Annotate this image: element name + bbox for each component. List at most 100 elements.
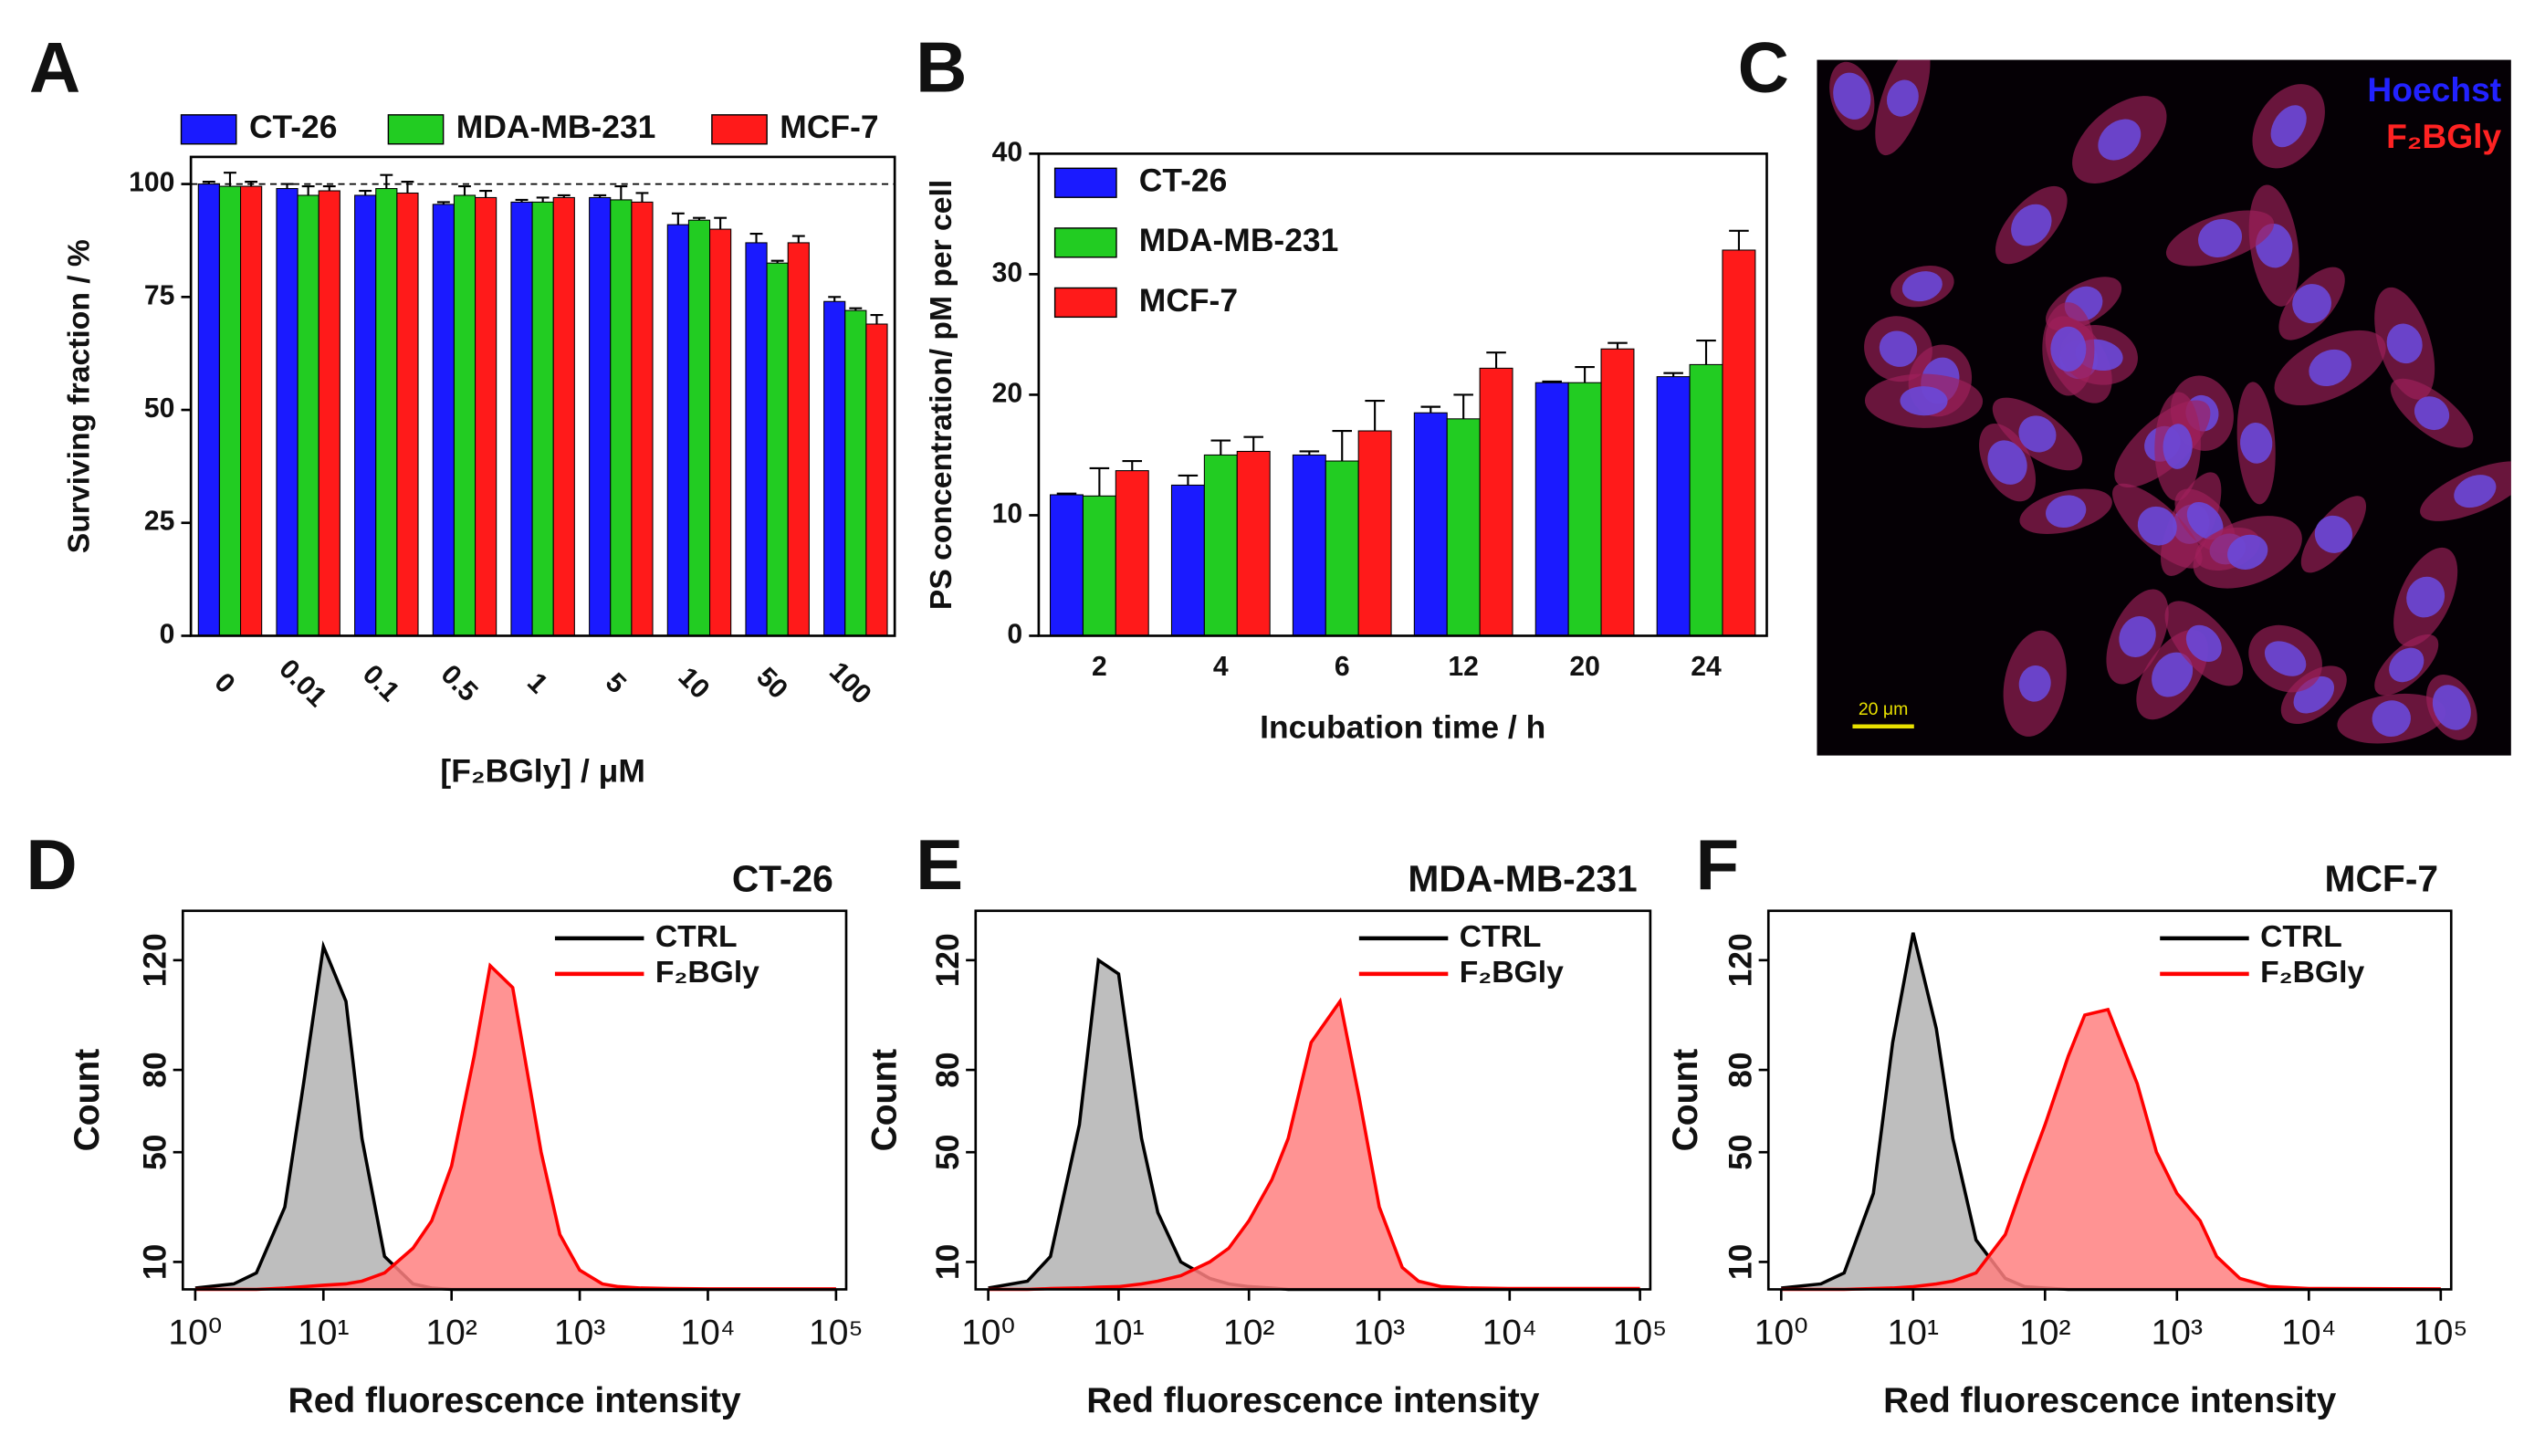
y-tick-label: 120 <box>136 933 173 987</box>
error-bar <box>1729 229 1749 250</box>
bar <box>240 185 263 637</box>
legend-label: MCF-7 <box>780 109 878 145</box>
bar <box>589 196 612 637</box>
nucleus <box>1900 386 1948 416</box>
y-tick-label: 10 <box>136 1244 173 1280</box>
x-axis-label: Red fluorescence intensity <box>288 1381 741 1420</box>
x-tick-label: 10⁵ <box>2414 1313 2468 1352</box>
x-tick-label: 10² <box>2019 1313 2070 1352</box>
error-bar <box>593 194 607 198</box>
y-axis-label: Surviving fraction / % <box>63 239 97 553</box>
error-bar <box>693 216 706 221</box>
nucleus <box>2198 218 2243 257</box>
y-axis-label: Count <box>68 1049 107 1152</box>
nucleus <box>1901 271 1943 302</box>
legend-swatch <box>711 114 768 145</box>
legend-label: CTRL <box>655 920 738 954</box>
legend-swatch <box>1053 287 1117 319</box>
x-tick-label: 0.1 <box>357 659 405 707</box>
y-tick-label: 0 <box>1007 619 1022 649</box>
legend-label: MDA-MB-231 <box>456 109 656 145</box>
x-tick-label: 10⁵ <box>1613 1313 1668 1352</box>
nucleus <box>2264 641 2307 676</box>
x-axis-label: Red fluorescence intensity <box>1086 1381 1539 1420</box>
x-tick-label: 10⁴ <box>1482 1313 1537 1352</box>
y-tick-label: 100 <box>129 168 174 198</box>
legend-label: MCF-7 <box>1139 282 1238 319</box>
bar <box>1325 460 1359 637</box>
legend-swatch <box>387 114 445 145</box>
y-tick-label: 10 <box>992 498 1023 529</box>
bar <box>1203 454 1238 637</box>
y-tick-label: 10 <box>1722 1244 1758 1280</box>
x-tick-label: 10¹ <box>1093 1313 1144 1352</box>
nucleus <box>2050 326 2087 372</box>
error-bar <box>1178 474 1199 486</box>
error-bar <box>770 259 784 264</box>
x-tick-label: 4 <box>1213 652 1229 682</box>
error-bar <box>849 307 863 311</box>
panel-label: F <box>1696 824 1740 905</box>
legend-label: MDA-MB-231 <box>1139 222 1339 258</box>
bar <box>1413 412 1448 637</box>
error-bar <box>280 183 294 189</box>
bar <box>1170 484 1205 637</box>
x-tick-label: 10⁵ <box>809 1313 864 1352</box>
legend-label: F₂BGly <box>2260 956 2364 990</box>
error-bar <box>479 189 493 198</box>
x-tick-label: 10⁰ <box>168 1313 222 1352</box>
nucleus <box>2372 700 2412 738</box>
y-tick-label: 120 <box>1722 933 1758 987</box>
nucleus <box>2018 415 2057 453</box>
bar <box>687 219 711 637</box>
panel-label: B <box>916 26 967 107</box>
nucleus <box>2454 475 2497 508</box>
error-bar <box>1299 450 1320 456</box>
nucleus <box>1879 330 1918 367</box>
legend-swatch <box>1053 167 1117 198</box>
nucleus <box>2185 624 2222 663</box>
error-bar <box>635 192 649 203</box>
x-tick-label: 0.01 <box>273 654 332 713</box>
bar <box>396 192 419 637</box>
error-bar <box>245 181 258 187</box>
bar <box>1292 454 1326 637</box>
plot-frame <box>189 155 896 637</box>
histogram-curve <box>988 997 1640 1292</box>
error-bar <box>828 296 842 302</box>
bar <box>666 224 689 637</box>
bar <box>1689 363 1723 637</box>
error-bar <box>1575 365 1595 383</box>
y-axis-label: PS concentration/ pM per cell <box>925 180 958 610</box>
bar <box>1050 494 1084 637</box>
nucleus <box>2018 665 2051 702</box>
x-tick-label: 10² <box>1223 1313 1274 1352</box>
y-tick-label: 50 <box>929 1134 966 1169</box>
legend-label: CT-26 <box>1139 162 1228 199</box>
x-tick-label: 20 <box>1569 652 1600 682</box>
legend-label: CTRL <box>2260 920 2342 954</box>
y-tick-label: 50 <box>1722 1134 1758 1169</box>
panel-label: E <box>916 824 963 905</box>
x-tick-label: 1 <box>521 667 553 699</box>
bar <box>1534 382 1569 637</box>
y-axis-label: Count <box>1666 1049 1705 1152</box>
bar <box>766 262 789 637</box>
error-bar <box>614 185 628 200</box>
bar <box>823 300 846 637</box>
histogram-curve <box>1781 1007 2441 1292</box>
y-tick-label: 10 <box>929 1244 966 1280</box>
y-tick-label: 50 <box>136 1134 173 1169</box>
bar <box>1236 450 1271 637</box>
bar <box>510 201 533 637</box>
y-tick-label: 20 <box>992 378 1023 408</box>
error-bar <box>359 189 372 195</box>
x-tick-label: 10³ <box>2152 1313 2203 1352</box>
error-bar <box>1486 351 1506 369</box>
error-bar <box>202 181 215 184</box>
error-bar <box>1122 459 1143 471</box>
x-tick-label: 6 <box>1335 652 1350 682</box>
nucleus <box>2389 647 2425 683</box>
error-bar <box>791 235 805 243</box>
